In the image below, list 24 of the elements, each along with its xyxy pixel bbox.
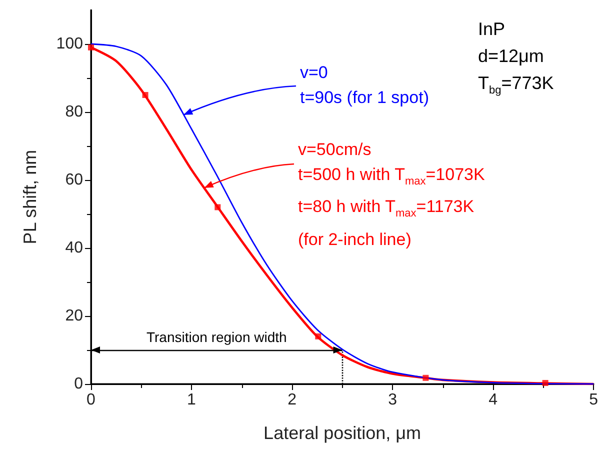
point xyxy=(422,374,429,381)
y-tick-label: 20 xyxy=(65,308,84,324)
x-tick-label: 4 xyxy=(488,392,498,408)
y-tick-label: 80 xyxy=(65,104,84,120)
y-tick-label: 100 xyxy=(56,36,84,52)
point xyxy=(542,380,548,386)
y-tick-label: 60 xyxy=(65,172,84,188)
text: v=0 t=90s (for 1 spot) xyxy=(300,62,429,109)
x-tick-label: 5 xyxy=(589,392,598,408)
y-tick-label: 40 xyxy=(65,240,84,256)
x-tick-label: 1 xyxy=(187,392,196,408)
x-tick-label: 0 xyxy=(86,392,96,408)
y-tick-label: 0 xyxy=(74,376,84,392)
ref-line-label: Transition region width xyxy=(146,329,287,345)
point xyxy=(88,44,94,50)
y-axis-title: PL shift, nm xyxy=(20,150,40,244)
point xyxy=(214,204,221,210)
point xyxy=(315,333,322,340)
x-tick-label: 3 xyxy=(388,392,398,408)
text: v=50cm/s t=500 h with T$_{max}$=1073K t=80 h with T$_{max}$=1173K (for 2-inch line) xyxy=(298,140,485,249)
point xyxy=(142,92,148,98)
annotation: InP d=12μm T$_{bg}$=773K xyxy=(478,18,554,99)
x-axis-title: Lateral position, μm xyxy=(264,423,421,443)
x-tick-label: 2 xyxy=(288,392,297,408)
